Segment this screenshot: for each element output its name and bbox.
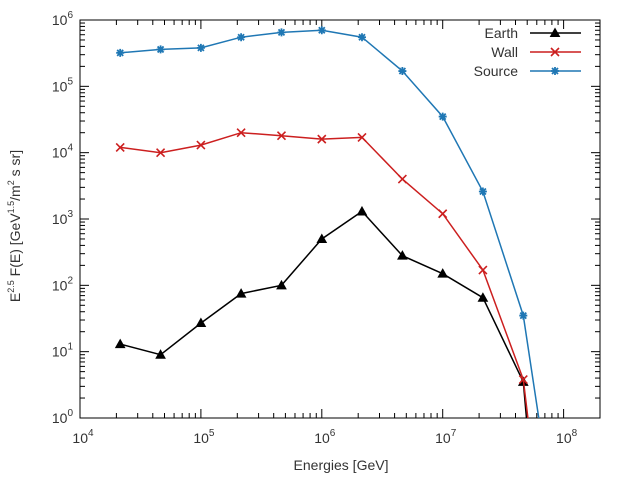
data-point-source — [357, 33, 366, 42]
x-tick-label-1-base: 10 — [193, 430, 209, 446]
x-tick-label-3: 107 — [435, 428, 457, 446]
y-tick-label-2-base: 10 — [52, 277, 68, 293]
legend-marker-wall — [550, 47, 560, 57]
y-tick-label-6-exp: 6 — [67, 10, 73, 21]
legend-label-source: Source — [474, 63, 519, 79]
y-label-prefix-sup: 2.5 — [6, 280, 16, 293]
legend-label-wall: Wall — [491, 44, 518, 60]
y-tick-label-1: 101 — [52, 342, 74, 360]
x-axis-label: Energies [GeV] — [294, 457, 389, 473]
data-point-source — [398, 67, 407, 76]
y-tick-label-6: 106 — [52, 10, 74, 28]
data-point-earth — [356, 205, 368, 216]
series-group — [114, 26, 540, 418]
data-point-wall — [317, 134, 327, 144]
y-tick-label-4: 104 — [52, 143, 74, 161]
x-tick-label-0-exp: 4 — [88, 428, 94, 439]
x-tick-label-2: 106 — [314, 428, 336, 446]
data-point-earth — [114, 338, 126, 349]
y-tick-label-4-exp: 4 — [67, 143, 73, 154]
legend-marker-earth — [549, 27, 561, 37]
data-point-wall — [115, 142, 125, 152]
y-tick-label-0: 100 — [52, 408, 74, 426]
x-tick-label-3-exp: 7 — [451, 428, 457, 439]
y-tick-label-6-base: 10 — [52, 12, 68, 28]
y-tick-label-5-exp: 5 — [67, 76, 73, 87]
y-tick-label-2-exp: 2 — [67, 275, 73, 286]
data-point-source — [196, 43, 205, 52]
y-tick-label-1-base: 10 — [52, 344, 68, 360]
x-tick-label-1-exp: 5 — [209, 428, 215, 439]
x-tick-label-4: 108 — [556, 428, 578, 446]
data-point-earth — [437, 268, 449, 278]
y-tick-label-0-base: 10 — [52, 410, 68, 426]
data-point-earth — [155, 349, 166, 359]
data-point-source — [116, 48, 125, 57]
series-line-source — [120, 29, 540, 418]
data-point-wall — [357, 132, 367, 142]
data-point-source — [237, 33, 246, 42]
x-tick-label-0: 104 — [72, 428, 94, 446]
data-point-wall — [196, 140, 206, 150]
y-tick-label-3-base: 10 — [52, 211, 68, 227]
y-label-unit-sup: 2 — [6, 180, 16, 185]
data-point-source — [317, 26, 326, 35]
x-tick-label-1: 105 — [193, 428, 215, 446]
data-point-source — [519, 311, 528, 320]
series-line-earth — [120, 210, 528, 418]
x-tick-label-2-base: 10 — [314, 430, 330, 446]
data-point-wall — [397, 174, 407, 184]
data-point-wall — [518, 374, 528, 385]
data-point-earth — [235, 288, 247, 298]
y-tick-label-1-exp: 1 — [67, 342, 73, 353]
x-tick-label-4-exp: 8 — [572, 428, 578, 439]
y-tick-label-3: 103 — [52, 209, 74, 227]
data-point-earth — [316, 233, 328, 243]
data-point-source — [438, 112, 447, 121]
y-label-prefix: E — [7, 293, 23, 302]
y-tick-label-2: 102 — [52, 275, 74, 293]
series-source — [116, 26, 540, 418]
legend-label-earth: Earth — [485, 25, 518, 41]
x-tick-label-3-base: 10 — [435, 430, 451, 446]
y-tick-label-0-exp: 0 — [67, 408, 73, 419]
data-point-earth — [397, 250, 408, 260]
data-point-source — [277, 28, 286, 37]
legend-marker-source — [551, 67, 559, 75]
y-axis-label: E2.5 F(E) [GeV1.5/m2 s sr] — [6, 150, 23, 302]
data-point-source — [478, 187, 487, 196]
y-tick-label-5-base: 10 — [52, 78, 68, 94]
data-point-wall — [276, 131, 287, 141]
y-tick-label-5: 105 — [52, 76, 74, 94]
x-tick-label-0-base: 10 — [72, 430, 88, 446]
data-point-wall — [478, 265, 488, 275]
x-tick-label-2-exp: 6 — [330, 428, 336, 439]
y-label-suffix: s sr] — [7, 150, 23, 180]
series-wall — [115, 128, 529, 418]
series-line-wall — [120, 131, 529, 418]
series-earth — [114, 205, 529, 418]
x-tick-label-4-base: 10 — [556, 430, 572, 446]
y-tick-label-3-exp: 3 — [67, 209, 73, 220]
data-point-earth — [477, 292, 489, 302]
data-point-earth — [276, 279, 287, 290]
legend: Earth Wall Source — [474, 25, 581, 79]
data-point-wall — [156, 148, 166, 158]
y-label-mid-sup: 1.5 — [6, 201, 16, 214]
data-point-earth — [195, 317, 207, 328]
y-label-unit: /m — [7, 185, 23, 201]
data-point-source — [156, 45, 165, 54]
y-label-mid: F(E) [GeV — [7, 213, 23, 281]
y-tick-label-4-base: 10 — [52, 145, 68, 161]
data-point-wall — [438, 209, 448, 219]
data-point-wall — [236, 128, 246, 138]
